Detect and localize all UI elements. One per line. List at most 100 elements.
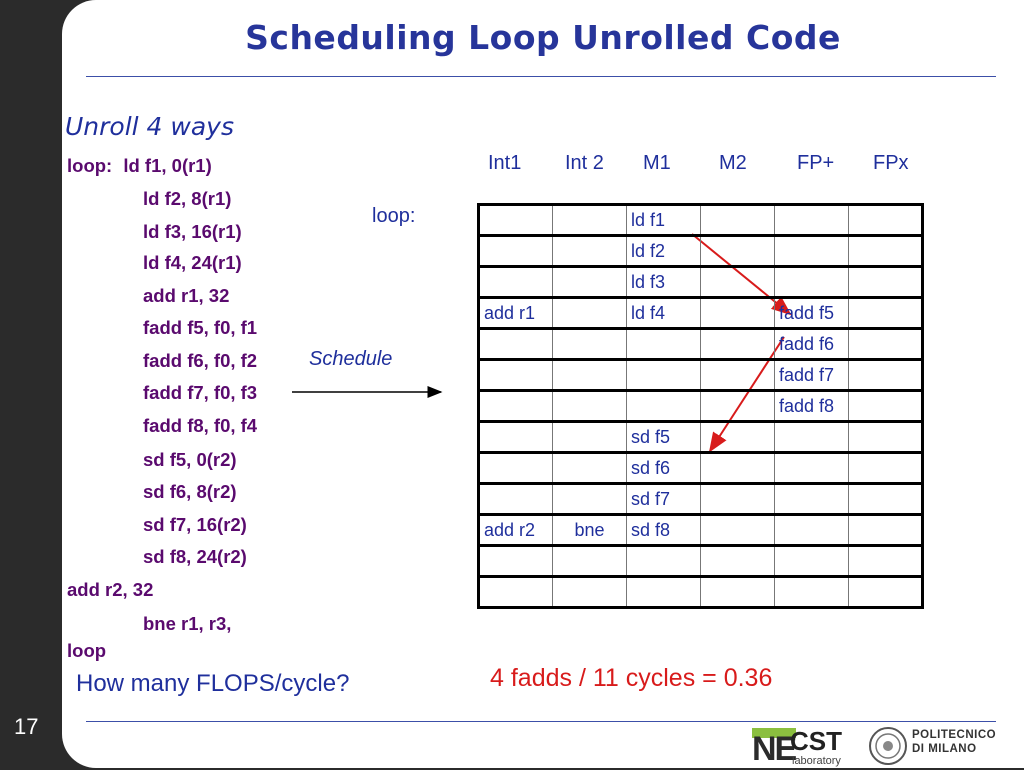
table-cell [552, 452, 627, 485]
table-cell: fadd f8 [774, 390, 849, 423]
table-cell [700, 514, 775, 547]
table-cell [700, 483, 775, 516]
necst-logo-cst: CST [790, 726, 842, 756]
schedule-table: ld f1 ld f2 ld f3 add r1 ld f4 fadd f5 fadd f6… [477, 203, 924, 609]
table-cell [848, 452, 923, 485]
table-row [478, 545, 923, 578]
table-cell [552, 266, 627, 299]
table-cell: add r2 [478, 514, 553, 547]
table-cell: fadd f7 [774, 359, 849, 392]
table-row: add r2 bne sd f8 [478, 514, 923, 547]
code-line-bne: bne r1, r3, [143, 613, 232, 634]
footer-divider [86, 721, 996, 722]
table-cell: bne [552, 514, 627, 547]
table-row: ld f2 [478, 235, 923, 268]
code-line-add-r2: add r2, 32 [67, 579, 154, 600]
code-line: ld f3, 16(r1) [143, 221, 242, 242]
table-row: sd f7 [478, 483, 923, 516]
code-line-0: loop: ld f1, 0(r1) [67, 155, 212, 177]
polimi-line1: POLITECNICO [912, 729, 997, 741]
table-row: fadd f6 [478, 328, 923, 361]
table-row: fadd f8 [478, 390, 923, 423]
page-number: 17 [14, 714, 39, 739]
table-cell [774, 483, 849, 516]
title-divider [86, 76, 996, 77]
table-cell [700, 452, 775, 485]
table-cell: add r1 [478, 297, 553, 330]
table-cell [774, 514, 849, 547]
table-cell [700, 359, 775, 392]
col-header-m2: M2 [719, 152, 747, 174]
schedule-label: Schedule [309, 348, 393, 370]
col-header-int1: Int1 [488, 152, 522, 174]
table-cell [552, 235, 627, 268]
table-row: sd f6 [478, 452, 923, 485]
table-cell [478, 390, 553, 423]
table-cell [700, 235, 775, 268]
table-cell [552, 204, 627, 237]
table-cell [848, 328, 923, 361]
table-cell: sd f8 [626, 514, 701, 547]
table-cell [552, 297, 627, 330]
table-cell [626, 576, 701, 609]
code-line: ld f2, 8(r1) [143, 188, 232, 209]
col-header-int2: Int 2 [565, 152, 604, 174]
table-cell [478, 421, 553, 454]
table-cell [700, 297, 775, 330]
table-cell [552, 483, 627, 516]
table-cell [626, 328, 701, 361]
table-row [478, 576, 923, 609]
code-line: fadd f7, f0, f3 [143, 382, 258, 403]
table-cell [478, 328, 553, 361]
table-cell [552, 545, 627, 578]
table-row: ld f1 [478, 204, 923, 237]
table-loop-label: loop: [372, 205, 416, 227]
table-cell [700, 421, 775, 454]
necst-logo-lab: laboratory [792, 755, 841, 767]
table-cell [848, 266, 923, 299]
table-cell [478, 235, 553, 268]
table-cell [478, 576, 553, 609]
code-instr: ld f1, 0(r1) [123, 155, 212, 176]
table-cell [552, 328, 627, 361]
table-cell [626, 359, 701, 392]
table-cell [774, 545, 849, 578]
polimi-line2: DI MILANO [912, 743, 977, 755]
table-cell [700, 204, 775, 237]
table-cell [848, 235, 923, 268]
table-cell [848, 483, 923, 516]
code-line: fadd f5, f0, f1 [143, 317, 258, 338]
polimi-logo-text: POLITECNICO DI MILANO [912, 728, 996, 756]
code-line: ld f4, 24(r1) [143, 252, 242, 273]
code-line: fadd f8, f0, f4 [143, 415, 258, 436]
table-cell [848, 204, 923, 237]
code-line: sd f5, 0(r2) [143, 449, 237, 470]
table-cell [700, 390, 775, 423]
table-cell [478, 359, 553, 392]
table-cell [478, 452, 553, 485]
table-cell: sd f5 [626, 421, 701, 454]
table-cell [626, 390, 701, 423]
table-cell: sd f6 [626, 452, 701, 485]
slide-title: Scheduling Loop Unrolled Code [245, 18, 841, 57]
col-header-m1: M1 [643, 152, 671, 174]
code-line: sd f8, 24(r2) [143, 546, 247, 567]
answer-text: 4 fadds / 11 cycles = 0.36 [490, 664, 773, 692]
polimi-seal-icon [869, 727, 907, 765]
table-cell [478, 483, 553, 516]
table-cell [774, 204, 849, 237]
table-row: ld f3 [478, 266, 923, 299]
table-cell [626, 545, 701, 578]
table-cell [478, 204, 553, 237]
table-cell: fadd f6 [774, 328, 849, 361]
slide-subtitle: Unroll 4 ways [65, 112, 234, 141]
table-cell [552, 576, 627, 609]
col-header-fp-mul: FPx [873, 152, 909, 174]
table-cell: ld f3 [626, 266, 701, 299]
table-cell [848, 359, 923, 392]
table-cell [552, 421, 627, 454]
polimi-logo: POLITECNICO DI MILANO [868, 726, 996, 770]
table-cell: ld f4 [626, 297, 701, 330]
table-cell [478, 266, 553, 299]
table-cell [478, 545, 553, 578]
